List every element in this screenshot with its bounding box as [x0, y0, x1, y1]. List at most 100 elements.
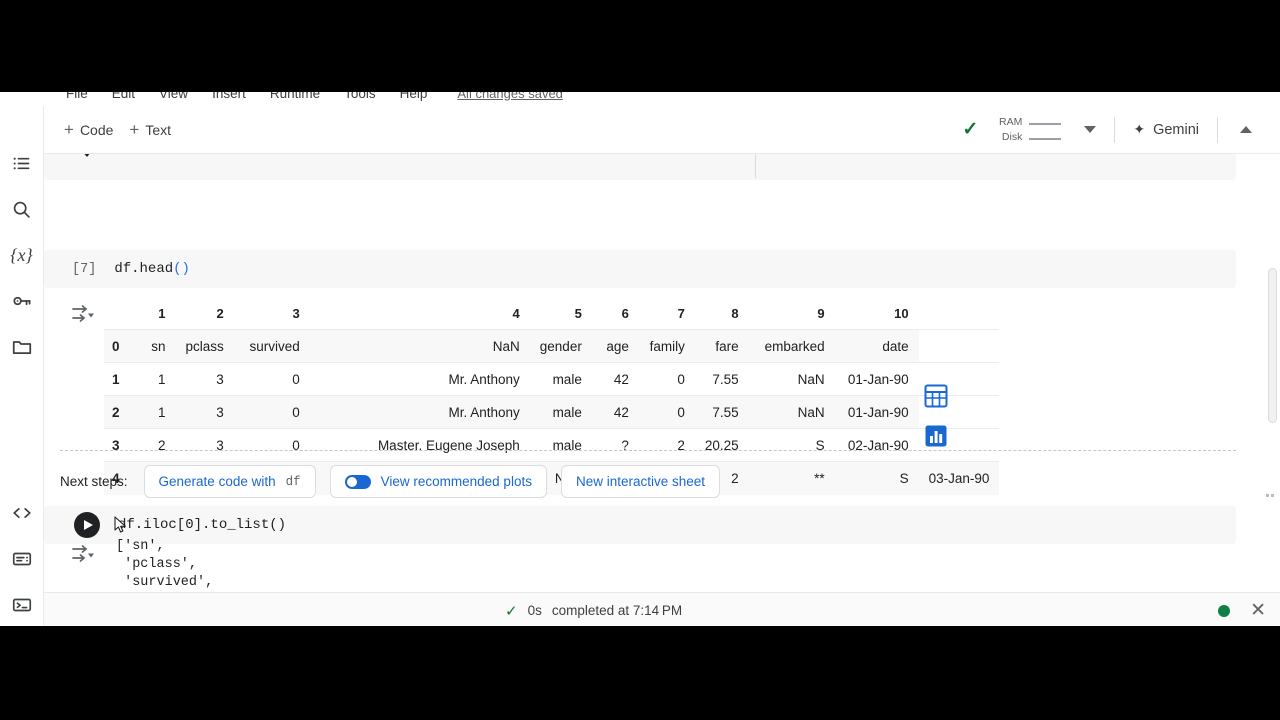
interactive-table-icon[interactable]	[922, 382, 950, 410]
table-of-contents-icon[interactable]	[2, 140, 42, 186]
code-text[interactable]: df.iloc[0].to_list()	[118, 517, 287, 533]
cell: 01-Jan-90	[847, 371, 909, 387]
table-row[interactable]: 2 1 3 0 Mr. Anthony male 42 0 7.55 NaN 0…	[104, 395, 1000, 429]
add-text-cell-button[interactable]: + Text	[121, 117, 179, 142]
letterbox-bottom	[0, 626, 1280, 720]
cell: 42	[613, 404, 629, 420]
cell: male	[552, 371, 582, 387]
close-icon[interactable]: ✕	[1250, 600, 1266, 621]
code-parens: ()	[173, 261, 190, 277]
play-icon	[84, 520, 93, 530]
key-icon[interactable]	[2, 278, 42, 324]
check-icon: ✓	[505, 602, 518, 620]
search-icon[interactable]	[2, 186, 42, 232]
new-interactive-sheet-button[interactable]: New interactive sheet	[560, 465, 721, 498]
cell: family	[649, 338, 685, 354]
code-cell-df-iloc[interactable]: df.iloc[0].to_list()	[44, 506, 1236, 544]
cell	[310, 330, 330, 363]
vertical-scrollbar-thumb[interactable]	[1268, 268, 1277, 423]
plus-icon: +	[129, 120, 140, 139]
cell: 01-Jan-90	[847, 404, 909, 420]
dataframe-variable-label: df	[285, 474, 301, 489]
cell: fare	[715, 338, 739, 354]
terminal-icon[interactable]	[2, 582, 42, 628]
col-header-2: 2	[216, 306, 224, 321]
cell: Master. Eugene Joseph	[377, 437, 520, 453]
col-header-9: 9	[817, 306, 825, 321]
toggle-icon[interactable]	[344, 474, 371, 489]
cell: 1	[158, 371, 166, 387]
row-index: 2	[112, 404, 120, 420]
code-cell-df-head[interactable]: [7] df.head()	[44, 250, 1236, 288]
dataframe-output-table[interactable]: 1 2 3 4 5 6 7 8 9 10 0	[104, 300, 1000, 495]
cell: 3	[216, 404, 224, 420]
table-row[interactable]: 1 1 3 0 Mr. Anthony male 42 0 7.55 NaN 0…	[104, 362, 1000, 396]
run-cell-button[interactable]	[74, 512, 100, 538]
chevron-down-icon[interactable]	[78, 154, 96, 157]
cell-output-text: ['sn', 'pclass', 'survived',	[116, 539, 214, 590]
cell: 0	[677, 371, 685, 387]
toolbar-divider	[1217, 116, 1218, 143]
letterbox-top	[0, 0, 1280, 92]
output-options-icon[interactable]	[70, 304, 98, 328]
table-row[interactable]: 0 sn pclass survived NaN gender age fami…	[104, 329, 1000, 363]
ram-label: RAM	[998, 116, 1023, 128]
next-steps-label: Next steps:	[60, 474, 128, 489]
code-text[interactable]: df.head()	[114, 261, 190, 277]
cell: 20.25	[704, 437, 739, 453]
generate-code-label: Generate code with	[158, 474, 276, 489]
row-index: 1	[112, 371, 120, 387]
ram-sparkline-icon	[1028, 117, 1062, 128]
cell: 2	[158, 437, 166, 453]
add-code-cell-button[interactable]: + Code	[56, 117, 121, 142]
row-index: 3	[112, 437, 120, 453]
col-header-7: 7	[677, 306, 685, 321]
disk-usage-row: Disk	[994, 131, 1062, 143]
gemini-label: Gemini	[1153, 121, 1199, 138]
row-index: 0	[112, 338, 120, 354]
cell: 1	[158, 404, 166, 420]
chart-suggestions-icon[interactable]	[922, 422, 950, 450]
col-header-3: 3	[292, 306, 300, 321]
view-recommended-plots-button[interactable]: View recommended plots	[329, 465, 547, 498]
cell: age	[606, 338, 629, 354]
variables-icon[interactable]: {x}	[2, 232, 42, 278]
folder-icon[interactable]	[2, 324, 42, 370]
cell: Mr. Anthony	[448, 371, 520, 387]
disk-sparkline-icon	[1028, 132, 1062, 143]
code-snippets-icon[interactable]	[2, 490, 42, 536]
left-sidebar: {x}	[0, 106, 44, 628]
col-header-10: 10	[894, 306, 909, 321]
cell: male	[552, 437, 582, 453]
output-options-icon[interactable]	[70, 544, 98, 568]
status-message: completed at 7:14 PM	[551, 603, 683, 618]
mouse-cursor-icon	[114, 516, 128, 534]
notebook-scroll-area[interactable]: 0s ✓ 0s [7] df.head()	[44, 154, 1280, 628]
cell: 0	[292, 437, 300, 453]
ram-usage-row: RAM	[994, 116, 1062, 128]
execution-status-bar: ✓ 0s completed at 7:14 PM ✕	[0, 592, 1280, 628]
chevron-down-icon[interactable]	[1084, 126, 1097, 133]
cell-vertical-divider	[755, 154, 756, 178]
col-header-blank	[310, 300, 330, 330]
cell: 03-Jan-90	[928, 470, 990, 486]
cell: **	[814, 470, 825, 486]
generate-code-button[interactable]: Generate code with df	[143, 465, 316, 498]
chevron-up-icon[interactable]	[1240, 126, 1252, 133]
table-row[interactable]: 3 2 3 0 Master. Eugene Joseph male ? 2 2…	[104, 428, 1000, 462]
toolbar-divider	[1114, 116, 1116, 143]
previous-cell-partial[interactable]: 0s	[44, 154, 1236, 180]
cell: 3	[216, 371, 224, 387]
disk-label: Disk	[1001, 131, 1023, 143]
add-text-cell-label: Text	[145, 121, 172, 138]
col-header-6: 6	[621, 306, 629, 321]
cell: NaN	[797, 404, 825, 420]
cell	[310, 363, 330, 396]
gemini-button[interactable]: ✦ Gemini	[1115, 121, 1217, 138]
cell: 2	[677, 437, 685, 453]
cell: S	[899, 470, 909, 486]
resource-usage-indicator[interactable]: RAM Disk	[994, 116, 1062, 143]
command-palette-icon[interactable]	[2, 536, 42, 582]
cell: ?	[621, 437, 629, 453]
